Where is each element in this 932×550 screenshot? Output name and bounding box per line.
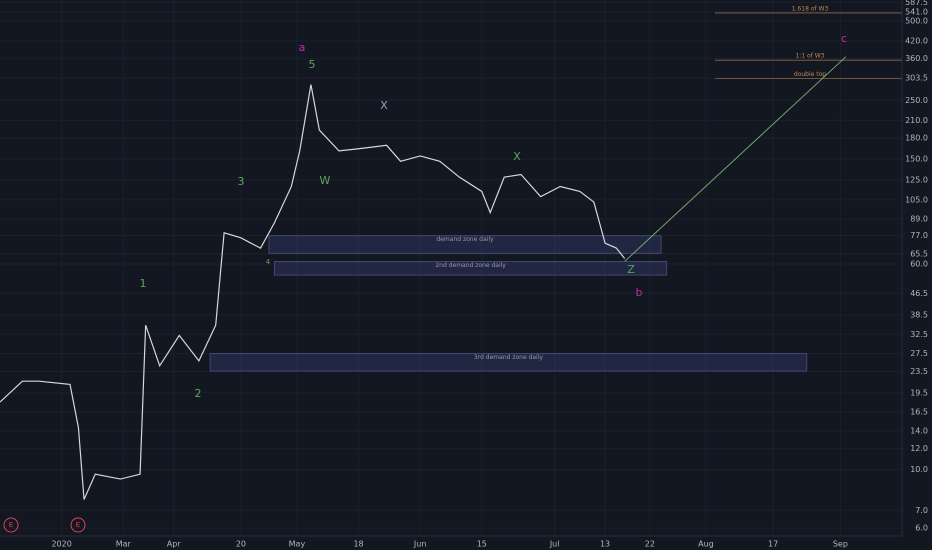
y-tick-label: 46.5 [910, 289, 928, 298]
x-tick-label: May [289, 540, 306, 549]
y-tick-label: 420.0 [905, 36, 928, 45]
y-tick-label: 38.5 [910, 310, 928, 319]
x-tick-label: Sep [833, 540, 848, 549]
level-label: 1:1 of W3 [795, 53, 824, 60]
wave-label: 5 [309, 58, 316, 71]
zone-label: demand zone daily [436, 236, 494, 243]
demand-zone [268, 235, 662, 254]
demand-zone [274, 260, 668, 276]
level-label: 1.618 of W3 [792, 5, 829, 12]
y-tick-label: 77.0 [910, 231, 928, 240]
x-tick-label: 20 [236, 540, 246, 549]
level-label: double top [794, 71, 826, 78]
wave-label: c [841, 32, 847, 45]
wave-label: 1 [140, 277, 147, 290]
y-tick-label: 60.0 [910, 260, 928, 269]
y-tick-label: 210.0 [905, 116, 928, 125]
y-tick-label: 125.0 [905, 175, 928, 184]
zone-label: 2nd demand zone daily [435, 262, 506, 269]
earnings-label: E [76, 521, 80, 529]
x-tick-label: 22 [645, 540, 655, 549]
x-tick-label: 17 [768, 540, 778, 549]
y-tick-label: 27.5 [910, 349, 928, 358]
y-tick-label: 500.0 [905, 16, 928, 25]
y-tick-label: 19.5 [910, 388, 928, 397]
x-tick-label: 18 [353, 540, 363, 549]
x-tick-label: 2020 [51, 540, 71, 549]
y-tick-label: 65.5 [910, 249, 928, 258]
wave-label: 4 [266, 258, 271, 266]
y-tick-label: 587.5 [905, 0, 928, 7]
earnings-label: E [9, 521, 13, 529]
y-tick-label: 89.0 [910, 214, 928, 223]
y-tick-label: 10.0 [910, 465, 928, 474]
wave-label: 2 [195, 387, 202, 400]
wave-label: b [636, 286, 643, 299]
x-tick-label: Jul [549, 540, 560, 549]
y-tick-label: 180.0 [905, 134, 928, 143]
projection-line [624, 56, 847, 262]
x-tick-label: Mar [116, 540, 132, 549]
y-tick-label: 303.5 [905, 74, 928, 83]
y-tick-label: 360.0 [905, 54, 928, 63]
wave-label: X [513, 150, 521, 163]
x-tick-label: Jun [413, 540, 427, 549]
zone-label: 3rd demand zone daily [474, 354, 543, 361]
y-tick-label: 14.0 [910, 426, 928, 435]
wave-label: 3 [238, 175, 245, 188]
earnings-marker [70, 517, 86, 533]
x-tick-label: Apr [167, 540, 182, 549]
y-tick-label: 12.0 [910, 444, 928, 453]
wave-label: W [320, 174, 331, 187]
earnings-marker [3, 517, 19, 533]
y-tick-label: 150.0 [905, 154, 928, 163]
y-tick-label: 250.0 [905, 96, 928, 105]
y-tick-label: 32.5 [910, 330, 928, 339]
price-line [0, 84, 626, 500]
wave-label: a [299, 41, 306, 54]
y-tick-label: 16.5 [910, 408, 928, 417]
wave-label: X [380, 99, 388, 112]
demand-zone [209, 353, 808, 372]
y-tick-label: 6.0 [915, 524, 928, 533]
wave-label: Z [627, 263, 635, 276]
y-tick-label: 23.5 [910, 367, 928, 376]
x-tick-label: Aug [698, 540, 714, 549]
y-tick-label: 7.0 [915, 506, 928, 515]
x-tick-label: 13 [600, 540, 610, 549]
y-tick-label: 541.0 [905, 7, 928, 16]
x-tick-label: 15 [477, 540, 487, 549]
y-tick-label: 105.0 [905, 195, 928, 204]
